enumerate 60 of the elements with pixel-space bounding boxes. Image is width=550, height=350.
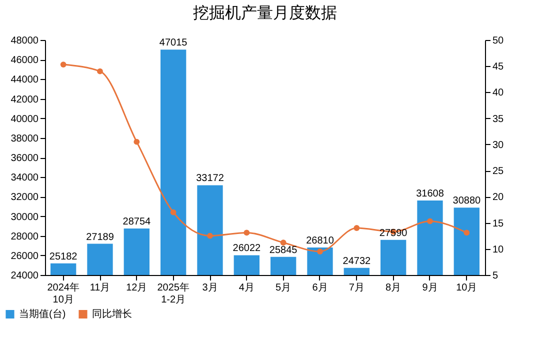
y-tick-label: 26000	[10, 250, 39, 262]
point	[464, 230, 470, 236]
x-tick-label: 2025年 1-2月	[157, 282, 190, 306]
x-tick-label: 3月	[202, 282, 218, 294]
data-label: 31608	[416, 188, 444, 200]
point	[134, 138, 140, 145]
y2-tick-label: 40	[492, 88, 504, 99]
y2-tick-label: 20	[492, 192, 504, 204]
y2-tick-label: 15	[492, 218, 504, 230]
data-label: 28754	[122, 216, 152, 228]
x-tick-label: 12月	[126, 282, 148, 294]
y-tick-label: 36000	[10, 153, 39, 164]
point	[170, 209, 176, 216]
point	[317, 248, 323, 254]
y-tick-label: 46000	[10, 55, 39, 66]
x-tick-label: 11月	[90, 282, 110, 294]
y-tick-label: 30000	[10, 212, 39, 223]
data-label: 33172	[196, 173, 224, 184]
point	[354, 225, 360, 231]
y-tick-label: 28000	[10, 231, 39, 242]
y-tick-label: 44000	[10, 74, 39, 86]
data-label: 47015	[159, 38, 188, 49]
y-tick-label: 38000	[10, 133, 39, 144]
y-tick-label: 32000	[10, 192, 39, 204]
legend-label: 同比增长	[92, 308, 132, 320]
data-label: 26022	[232, 243, 262, 254]
y2-tick-label: 30	[492, 140, 504, 151]
y-tick-label: 24000	[10, 270, 39, 282]
x-tick-label: 8月	[386, 282, 402, 294]
point	[280, 240, 286, 246]
x-tick-label: 4月	[238, 282, 254, 294]
data-label: 30880	[452, 196, 482, 207]
point	[207, 232, 213, 239]
x-tick-label: 9月	[422, 282, 438, 294]
y-tick-label: 40000	[10, 114, 39, 125]
data-label: 26810	[306, 235, 334, 246]
chart-title: 挖掘机产量月度数据	[193, 4, 337, 22]
y2-tick-label: 10	[492, 244, 504, 256]
data-label: 24732	[342, 256, 372, 267]
point	[244, 230, 250, 236]
data-label: 25845	[269, 244, 298, 256]
y2-tick-label: 45	[492, 62, 504, 73]
point	[427, 218, 433, 224]
legend-label: 当期值(台)	[19, 308, 66, 320]
x-tick-label: 7月	[348, 282, 364, 294]
y-tick-label: 42000	[10, 94, 39, 106]
data-label: 27189	[86, 232, 114, 243]
x-tick-label: 2024年 10月	[47, 282, 80, 306]
data-label: 25182	[49, 251, 78, 262]
y2-tick-label: 25	[492, 166, 504, 178]
y-tick-label: 48000	[10, 36, 39, 46]
point	[97, 68, 103, 74]
point	[60, 62, 66, 68]
y2-tick-label: 50	[492, 36, 504, 46]
y2-tick-label: 5	[492, 270, 498, 282]
x-tick-label: 10月	[456, 282, 478, 294]
y2-tick-label: 35	[492, 114, 504, 125]
x-tick-label: 5月	[276, 282, 292, 294]
y-tick-label: 34000	[10, 172, 39, 184]
x-tick-label: 6月	[312, 282, 328, 294]
